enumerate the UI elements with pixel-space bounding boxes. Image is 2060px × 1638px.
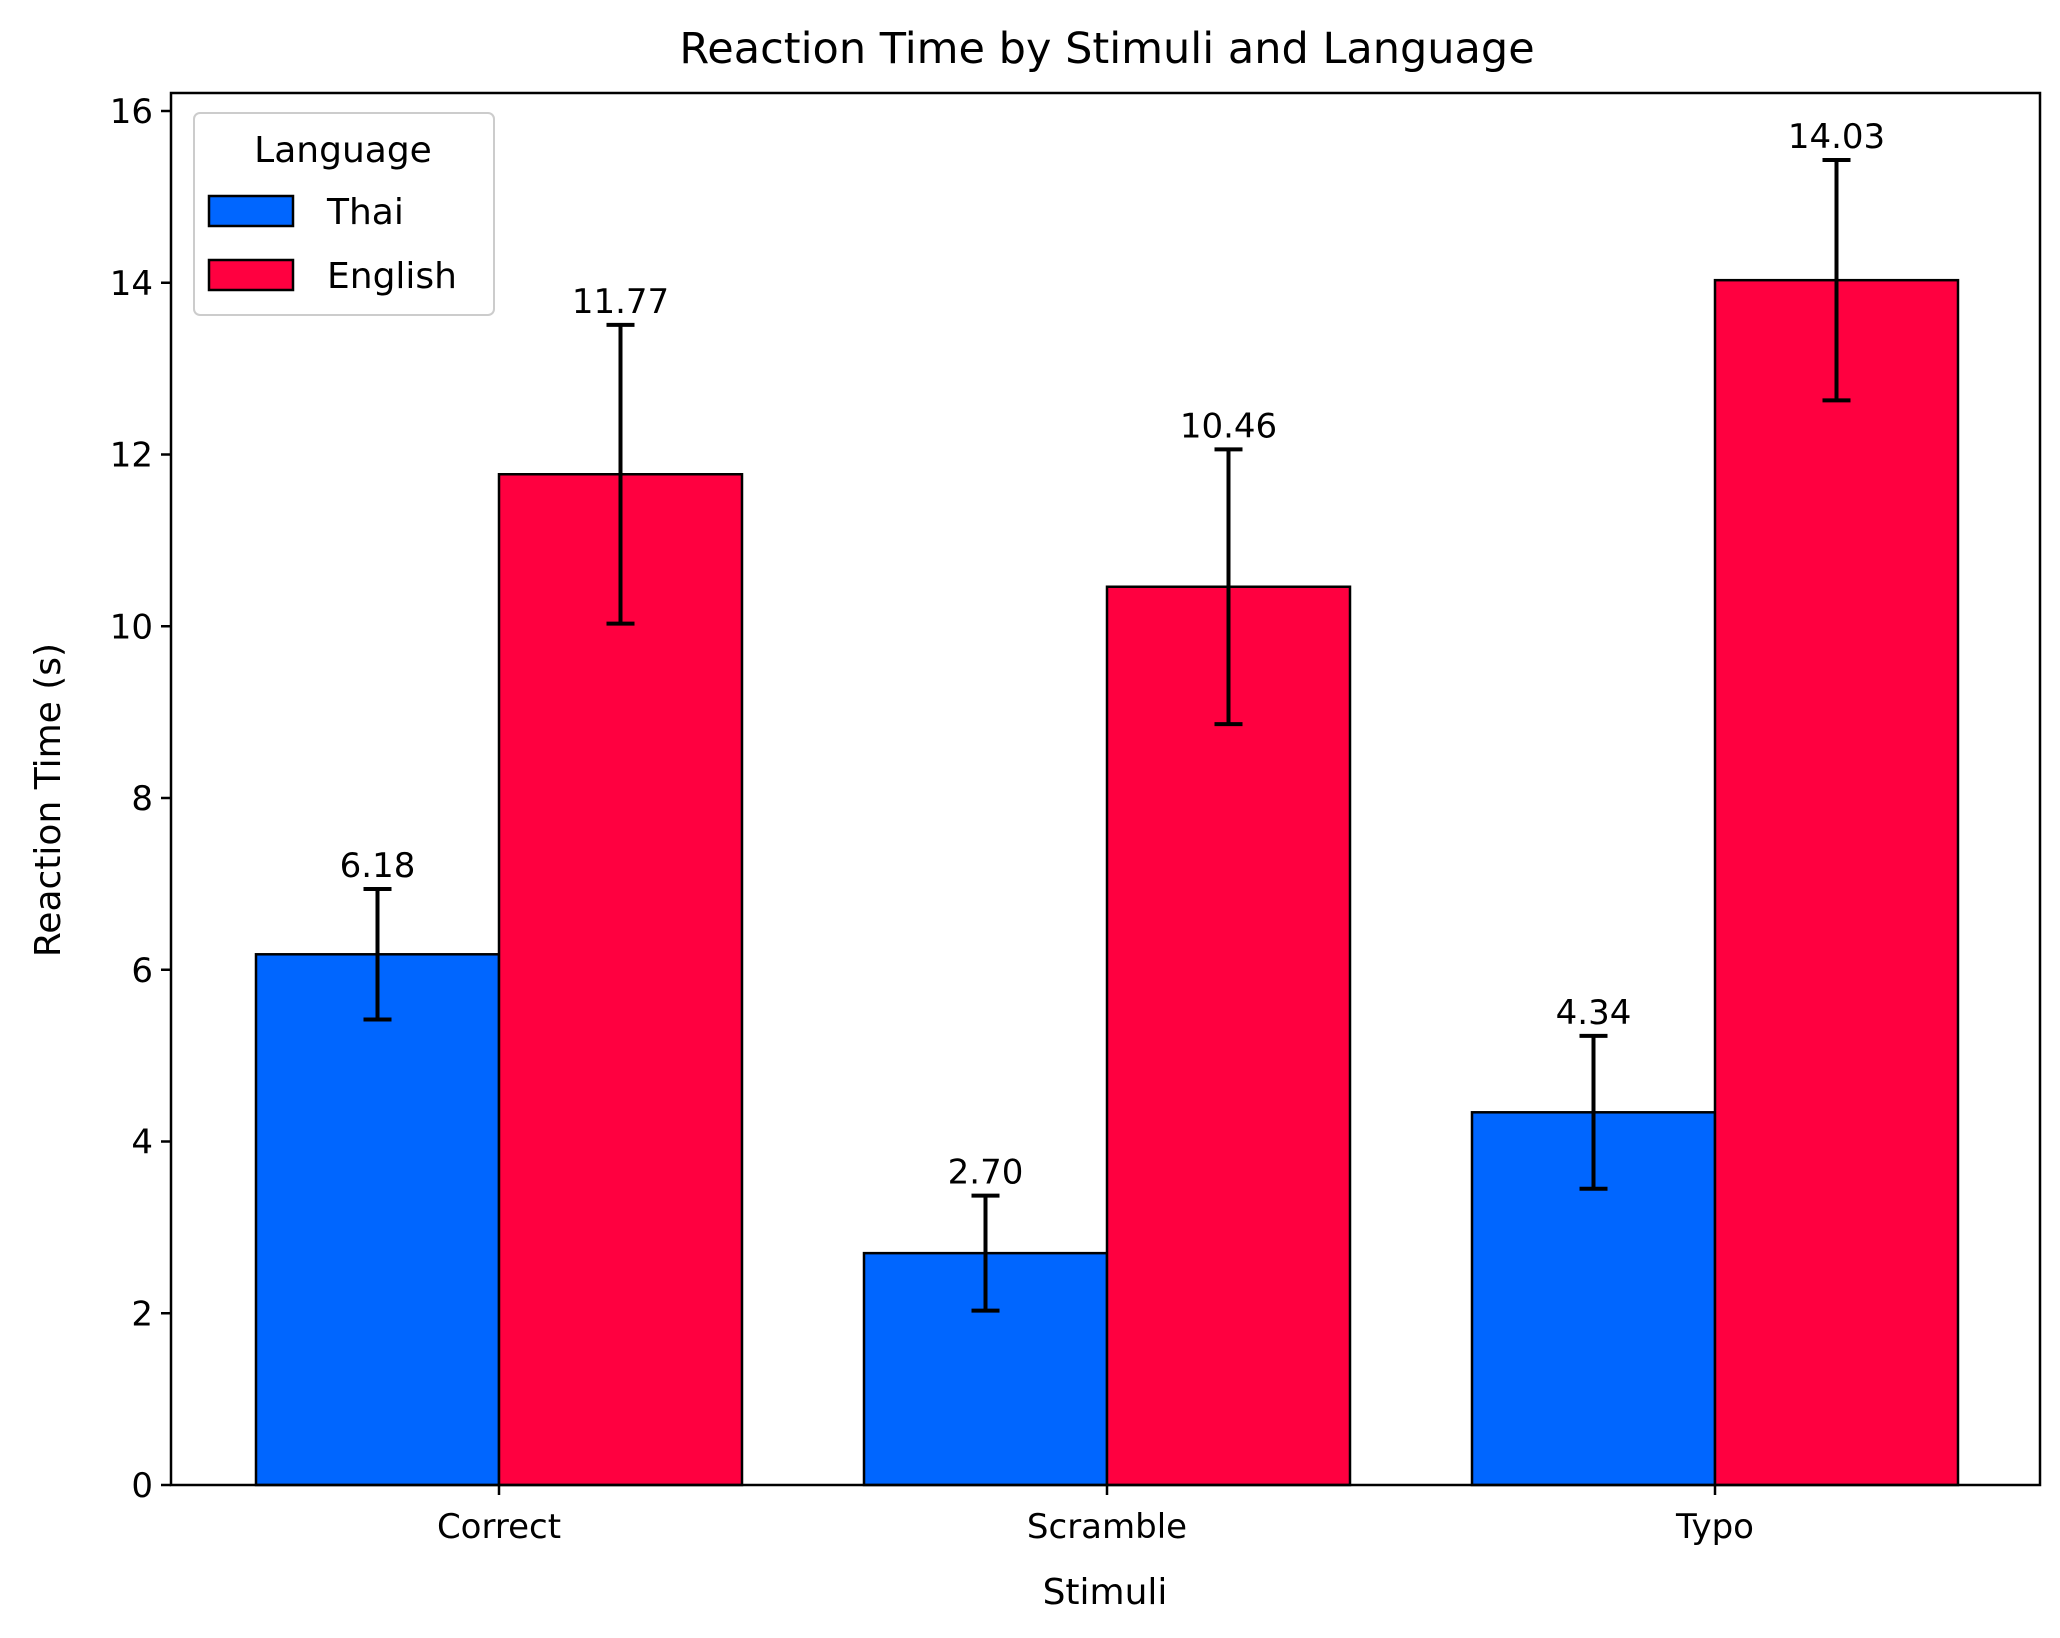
y-tick-label-14: 14 bbox=[110, 264, 153, 304]
y-tick-label-4: 4 bbox=[131, 1123, 153, 1163]
y-tick-label-0: 0 bbox=[131, 1466, 153, 1506]
legend-label-thai: Thai bbox=[326, 192, 404, 233]
plot-frame bbox=[169, 91, 2042, 1487]
plot-area: 0 2 4 6 8 10 12 14 16 Correct Scramble Typo 6.18 2.70… bbox=[110, 92, 1960, 1547]
bar-label-english-typo: 14.03 bbox=[1788, 117, 1885, 157]
bar-label-english-correct: 11.77 bbox=[572, 282, 669, 322]
y-axis-label: Reaction Time (s) bbox=[28, 643, 69, 957]
y-tick-label-10: 10 bbox=[110, 607, 153, 647]
bar-label-thai-scramble: 2.70 bbox=[948, 1153, 1024, 1193]
legend-swatch-english bbox=[207, 258, 295, 292]
y-tick-label-2: 2 bbox=[131, 1294, 153, 1334]
chart-title: Reaction Time by Stimuli and Language bbox=[679, 24, 1534, 74]
bar-english-scramble bbox=[1105, 585, 1352, 1487]
y-tick-label-12: 12 bbox=[110, 436, 153, 476]
legend: Language Thai English bbox=[193, 112, 495, 316]
x-tick-label-scramble: Scramble bbox=[1027, 1507, 1187, 1547]
legend-swatch-thai bbox=[207, 194, 295, 228]
y-tick-label-6: 6 bbox=[131, 951, 153, 991]
legend-label-english: English bbox=[327, 256, 457, 297]
bar-english-correct bbox=[497, 473, 744, 1487]
y-tick-label-16: 16 bbox=[110, 92, 153, 132]
bar-label-thai-correct: 6.18 bbox=[340, 846, 416, 886]
x-axis-label: Stimuli bbox=[1043, 1572, 1168, 1613]
bar-label-thai-typo: 4.34 bbox=[1556, 993, 1632, 1033]
bar-thai-correct bbox=[254, 953, 501, 1487]
x-tick-label-correct: Correct bbox=[437, 1507, 561, 1547]
x-tick-label-typo: Typo bbox=[1675, 1507, 1754, 1547]
bar-label-english-scramble: 10.46 bbox=[1180, 406, 1277, 446]
bar-english-typo bbox=[1713, 278, 1960, 1487]
y-tick-label-8: 8 bbox=[131, 779, 153, 819]
legend-title: Language bbox=[254, 130, 432, 171]
